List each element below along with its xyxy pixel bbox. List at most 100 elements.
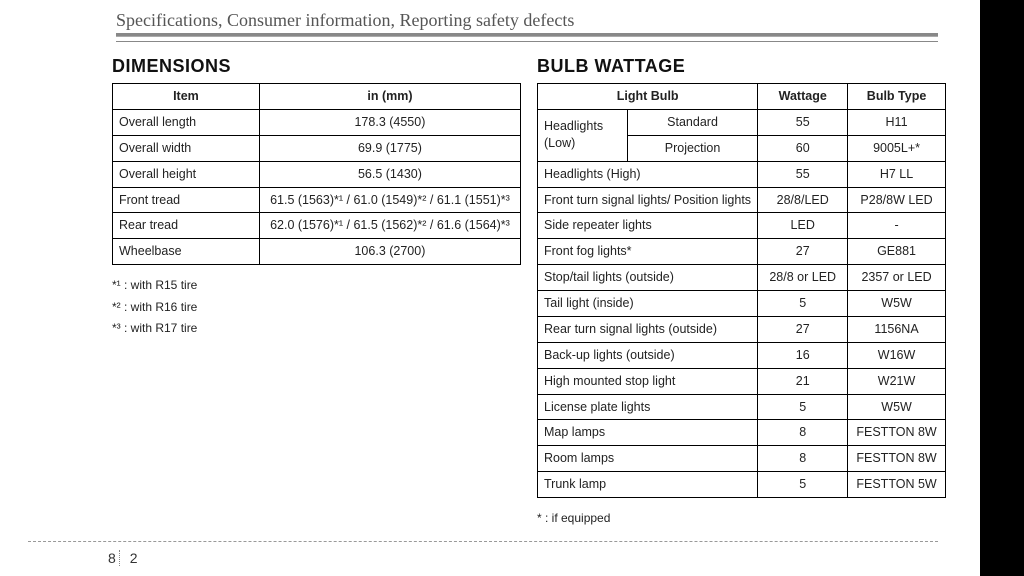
bulb-name-cell: Side repeater lights <box>538 213 758 239</box>
bulb-type-cell: 2357 or LED <box>848 265 946 291</box>
dim-item-cell: Wheelbase <box>113 239 260 265</box>
page-number-page: 2 <box>130 550 139 566</box>
bulb-type-cell: W21W <box>848 368 946 394</box>
bulb-type-cell: GE881 <box>848 239 946 265</box>
table-row: Headlights (High)55H7 LL <box>538 161 946 187</box>
table-row: Rear tread62.0 (1576)*¹ / 61.5 (1562)*² … <box>113 213 521 239</box>
table-row: Front fog lights*27GE881 <box>538 239 946 265</box>
bulb-type-cell: - <box>848 213 946 239</box>
bulb-name-cell: Front turn signal lights/ Position light… <box>538 187 758 213</box>
bulb-name-cell: Room lamps <box>538 446 758 472</box>
bulb-watt-cell: 60 <box>758 135 848 161</box>
dim-footnote-line: *¹ : with R15 tire <box>112 275 521 297</box>
table-row: High mounted stop light21W21W <box>538 368 946 394</box>
bulb-watt-cell: 5 <box>758 472 848 498</box>
table-row: Headlights (Low)Standard55H11 <box>538 109 946 135</box>
table-row: Trunk lamp5FESTTON 5W <box>538 472 946 498</box>
dim-value-cell: 69.9 (1775) <box>259 135 520 161</box>
bulb-table: Light Bulb Wattage Bulb Type Headlights … <box>537 83 946 498</box>
dim-head-value: in (mm) <box>259 84 520 110</box>
content-columns: DIMENSIONS Item in (mm) Overall length17… <box>112 56 946 530</box>
table-row: Tail light (inside)5W5W <box>538 291 946 317</box>
page-number-sep <box>119 550 128 566</box>
bulb-watt-cell: LED <box>758 213 848 239</box>
bulb-watt-cell: 27 <box>758 316 848 342</box>
bulb-type-cell: P28/8W LED <box>848 187 946 213</box>
page-number-chapter: 8 <box>108 550 117 566</box>
page-number: 82 <box>108 550 139 566</box>
footer-rule <box>28 541 938 542</box>
header-sep <box>116 37 938 42</box>
dim-value-cell: 106.3 (2700) <box>259 239 520 265</box>
bulb-name-cell: Front fog lights* <box>538 239 758 265</box>
bulb-type-cell: 1156NA <box>848 316 946 342</box>
table-row: Rear turn signal lights (outside)271156N… <box>538 316 946 342</box>
table-row: Front turn signal lights/ Position light… <box>538 187 946 213</box>
table-row: Stop/tail lights (outside)28/8 or LED235… <box>538 265 946 291</box>
bulb-title: BULB WATTAGE <box>537 56 946 77</box>
bulb-type-cell: W5W <box>848 291 946 317</box>
table-row: Overall height56.5 (1430) <box>113 161 521 187</box>
bulb-sub-cell: Projection <box>627 135 758 161</box>
bulb-sub-cell: Standard <box>627 109 758 135</box>
dim-footnote-line: *³ : with R17 tire <box>112 318 521 340</box>
bulb-group-cell: Headlights (Low) <box>538 109 628 161</box>
dimensions-column: DIMENSIONS Item in (mm) Overall length17… <box>112 56 521 530</box>
bulb-type-cell: FESTTON 8W <box>848 446 946 472</box>
dim-item-cell: Overall width <box>113 135 260 161</box>
table-row: Map lamps8FESTTON 8W <box>538 420 946 446</box>
bulb-name-cell: Rear turn signal lights (outside) <box>538 316 758 342</box>
bulb-name-cell: License plate lights <box>538 394 758 420</box>
dim-value-cell: 56.5 (1430) <box>259 161 520 187</box>
bulb-watt-cell: 5 <box>758 291 848 317</box>
bulb-watt-cell: 27 <box>758 239 848 265</box>
dim-value-cell: 61.5 (1563)*¹ / 61.0 (1549)*² / 61.1 (15… <box>259 187 520 213</box>
bulb-head-type: Bulb Type <box>848 84 946 110</box>
bulb-footnote: * : if equipped <box>537 508 946 530</box>
dimensions-table: Item in (mm) Overall length178.3 (4550)O… <box>112 83 521 265</box>
bulb-name-cell: Tail light (inside) <box>538 291 758 317</box>
bulb-name-cell: Map lamps <box>538 420 758 446</box>
bulb-type-cell: H11 <box>848 109 946 135</box>
bulb-type-cell: FESTTON 5W <box>848 472 946 498</box>
bulb-watt-cell: 55 <box>758 161 848 187</box>
bulb-name-cell: Back-up lights (outside) <box>538 342 758 368</box>
bulb-watt-cell: 16 <box>758 342 848 368</box>
table-row: Wheelbase106.3 (2700) <box>113 239 521 265</box>
bulb-head-lightbulb: Light Bulb <box>538 84 758 110</box>
bulb-type-cell: H7 LL <box>848 161 946 187</box>
bulb-watt-cell: 8 <box>758 446 848 472</box>
dim-head-item: Item <box>113 84 260 110</box>
bulb-head-wattage: Wattage <box>758 84 848 110</box>
bulb-name-cell: Stop/tail lights (outside) <box>538 265 758 291</box>
bulb-watt-cell: 55 <box>758 109 848 135</box>
table-row: Overall length178.3 (4550) <box>113 109 521 135</box>
bulb-type-cell: 9005L+* <box>848 135 946 161</box>
document-page: Specifications, Consumer information, Re… <box>0 0 980 576</box>
dim-value-cell: 178.3 (4550) <box>259 109 520 135</box>
bulb-column: BULB WATTAGE Light Bulb Wattage Bulb Typ… <box>537 56 946 530</box>
bulb-name-cell: Headlights (High) <box>538 161 758 187</box>
dim-item-cell: Rear tread <box>113 213 260 239</box>
table-row: Front tread61.5 (1563)*¹ / 61.0 (1549)*²… <box>113 187 521 213</box>
bulb-type-cell: FESTTON 8W <box>848 420 946 446</box>
dim-item-cell: Front tread <box>113 187 260 213</box>
table-row: Overall width69.9 (1775) <box>113 135 521 161</box>
bulb-name-cell: Trunk lamp <box>538 472 758 498</box>
bulb-type-cell: W5W <box>848 394 946 420</box>
dim-footnote-line: *² : with R16 tire <box>112 297 521 319</box>
dim-item-cell: Overall height <box>113 161 260 187</box>
table-row: License plate lights5W5W <box>538 394 946 420</box>
dimensions-footnotes: *¹ : with R15 tire*² : with R16 tire*³ :… <box>112 275 521 340</box>
table-row: Side repeater lightsLED- <box>538 213 946 239</box>
bulb-watt-cell: 8 <box>758 420 848 446</box>
right-black-strip <box>980 0 1024 576</box>
dim-value-cell: 62.0 (1576)*¹ / 61.5 (1562)*² / 61.6 (15… <box>259 213 520 239</box>
bulb-watt-cell: 28/8/LED <box>758 187 848 213</box>
bulb-watt-cell: 28/8 or LED <box>758 265 848 291</box>
bulb-type-cell: W16W <box>848 342 946 368</box>
page-header-title: Specifications, Consumer information, Re… <box>116 10 950 33</box>
dimensions-title: DIMENSIONS <box>112 56 521 77</box>
bulb-name-cell: High mounted stop light <box>538 368 758 394</box>
table-row: Back-up lights (outside)16W16W <box>538 342 946 368</box>
